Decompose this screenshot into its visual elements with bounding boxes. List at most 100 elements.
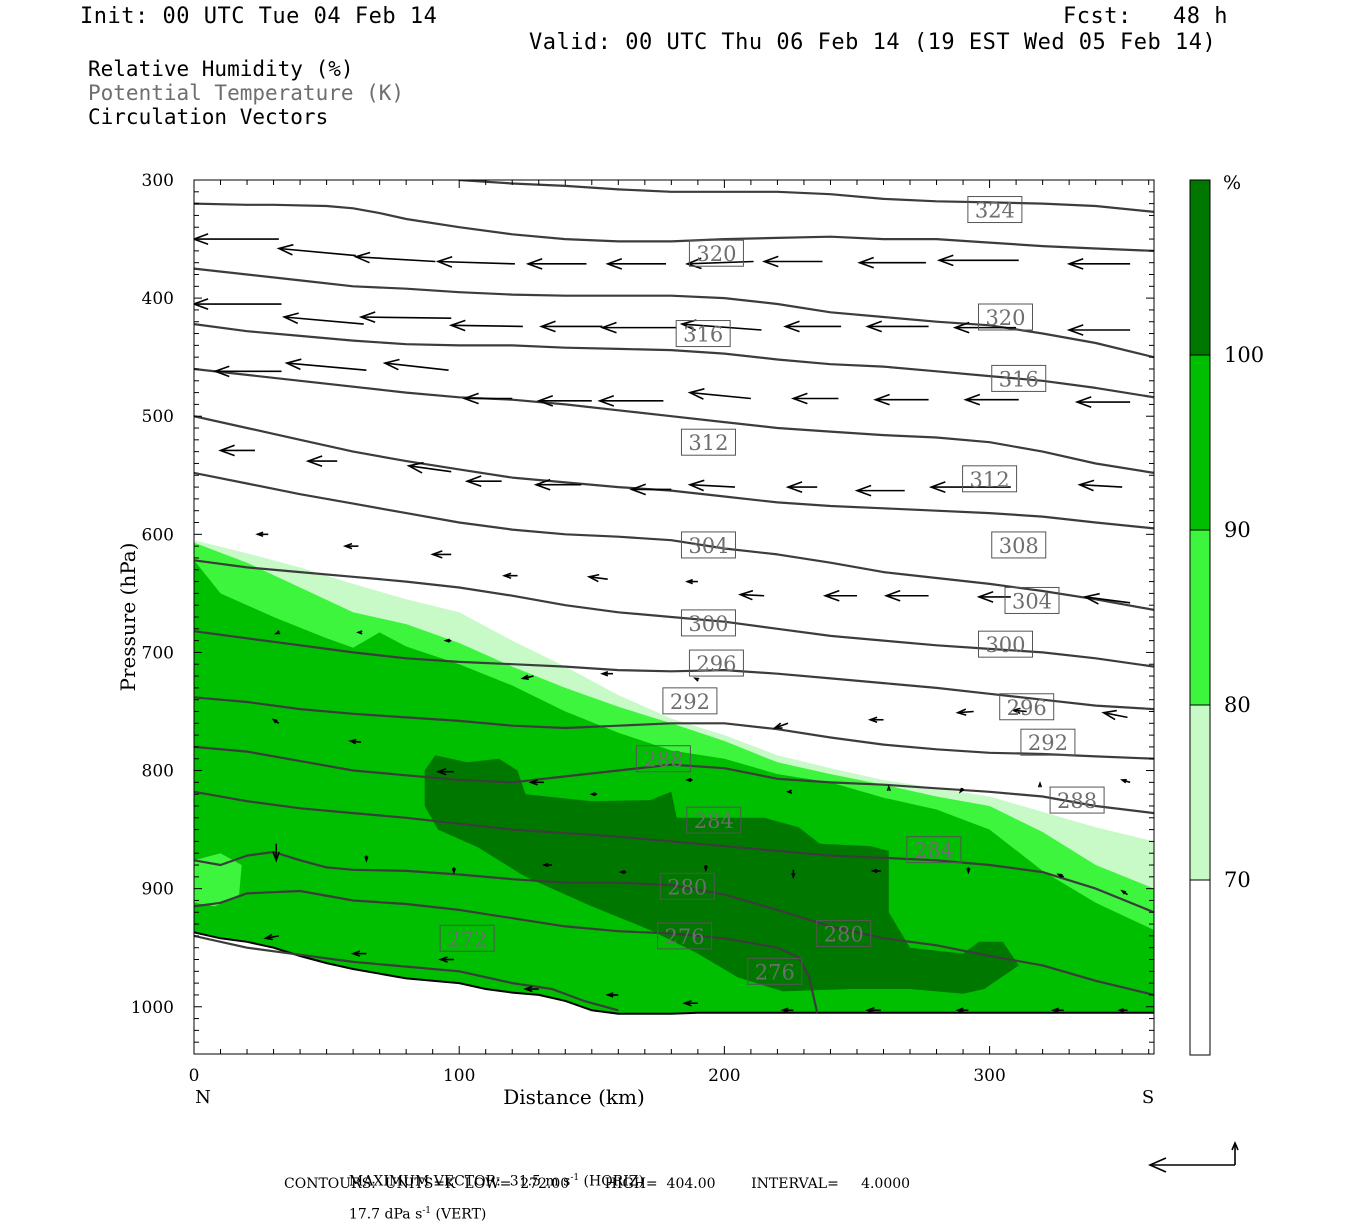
theta-label-text: 324 — [975, 199, 1015, 223]
theta-label-284: 284 — [906, 836, 962, 864]
vector-head — [955, 708, 967, 716]
circulation-vector — [737, 589, 765, 601]
circulation-vector — [963, 393, 1019, 406]
vector-head — [1101, 709, 1117, 721]
circulation-vector — [693, 677, 700, 682]
theta-contour-308 — [194, 415, 1154, 530]
circulation-vector — [955, 708, 974, 716]
vector-shaft — [1084, 596, 1131, 604]
vector-head — [533, 478, 551, 491]
circulation-vector — [284, 358, 367, 371]
vector-head — [600, 321, 617, 334]
reference-horizontal-head — [1148, 1157, 1167, 1173]
theta-label-272: 272 — [439, 924, 495, 952]
vector-head — [685, 777, 692, 783]
vector-head — [448, 319, 466, 332]
vector-head — [772, 722, 783, 729]
vector-head — [1119, 778, 1127, 784]
vector-shaft — [384, 362, 449, 371]
theta-label-box — [816, 920, 872, 948]
plot-layers: 272 276 276 280 280 284 284 288 288 292 292 296 296 3… — [194, 180, 1154, 1054]
circulation-vector — [928, 481, 1011, 493]
vector-head — [928, 481, 946, 493]
vector-shaft — [957, 710, 974, 714]
circulation-vector — [785, 789, 793, 794]
circulation-vector — [1011, 707, 1027, 715]
theta-label-text: 292 — [1028, 731, 1068, 755]
vector-head — [501, 572, 512, 579]
circulation-vector — [533, 478, 582, 491]
theta-label-312: 312 — [680, 428, 736, 456]
circulation-vector — [1066, 324, 1131, 336]
unit-exponent-vert: -1 — [422, 1205, 432, 1216]
circulation-vector — [539, 320, 603, 333]
theta-label-box — [977, 630, 1033, 658]
vector-head — [605, 257, 623, 270]
theta-label-text: 304 — [1012, 589, 1052, 613]
circulation-vector — [462, 392, 513, 405]
vector-head — [536, 394, 554, 407]
y-tick-label: 900 — [142, 880, 174, 900]
theta-contour-324 — [194, 202, 1154, 252]
circulation-vector — [772, 722, 789, 729]
theta-label-292: 292 — [1020, 728, 1076, 756]
vector-head — [1117, 1008, 1124, 1013]
circulation-vector — [679, 319, 762, 332]
theta-contour-276 — [194, 889, 819, 1013]
theta-label-box — [967, 196, 1023, 224]
vector-head — [966, 868, 971, 875]
theta-label-288: 288 — [635, 745, 691, 773]
vector-head — [1082, 592, 1100, 605]
circulation-vector — [684, 257, 754, 270]
vector-head — [382, 358, 400, 371]
theta-label-text: 276 — [665, 925, 705, 949]
title-circulation-vectors: Circulation Vectors — [88, 105, 329, 129]
circulation-vector — [883, 589, 929, 602]
circulation-vector — [687, 479, 736, 492]
vector-head — [523, 985, 533, 993]
max-vector-horiz: MAXIMUM VECTOR: 31.5 m s — [348, 1173, 571, 1190]
circulation-vector — [761, 255, 823, 268]
theta-label-box — [991, 531, 1047, 559]
vector-head — [406, 461, 424, 474]
vector-shaft — [740, 593, 765, 597]
theta-label-308: 308 — [991, 531, 1047, 559]
theta-label-box — [999, 693, 1055, 721]
circulation-vector — [867, 716, 884, 724]
y-tick-label: 300 — [142, 171, 174, 191]
circulation-vector — [520, 674, 534, 680]
circulation-vector — [586, 573, 608, 583]
vector-head — [936, 254, 954, 267]
circulation-vector — [255, 531, 269, 538]
terrain-line — [194, 931, 1154, 1015]
colorbar-segment — [1189, 179, 1211, 356]
vector-head — [1066, 324, 1084, 336]
circulation-vector — [1082, 592, 1131, 605]
theta-label-316: 316 — [675, 320, 731, 348]
vector-head — [679, 319, 697, 332]
vector-head — [865, 320, 882, 333]
theta-label-text: 304 — [688, 534, 728, 558]
theta-label-296: 296 — [688, 649, 744, 677]
circulation-vector — [1077, 479, 1123, 492]
theta-label-box — [991, 364, 1047, 392]
vector-head — [528, 779, 538, 786]
theta-contour-328 — [459, 180, 1154, 213]
vector-head — [870, 868, 878, 874]
vector-head — [618, 869, 625, 875]
x-end-label-north: N — [195, 1087, 211, 1108]
vector-head — [684, 578, 693, 585]
circulation-vector — [1119, 778, 1131, 784]
y-tick-label: 600 — [142, 525, 174, 545]
theta-label-box — [680, 609, 736, 637]
circulation-vector — [1074, 396, 1131, 408]
vector-head — [605, 992, 614, 998]
theta-contour-292 — [194, 696, 1154, 760]
x-axis: 0 100 200 300 N S Distance (km) — [189, 180, 1154, 1109]
circulation-vector — [525, 257, 587, 270]
max-vector-vert: 17.7 dPa s — [348, 1206, 423, 1222]
theta-label-304: 304 — [680, 531, 736, 559]
circulation-vector — [958, 787, 965, 794]
circulation-vector — [790, 392, 839, 405]
circulation-vector — [682, 999, 698, 1007]
